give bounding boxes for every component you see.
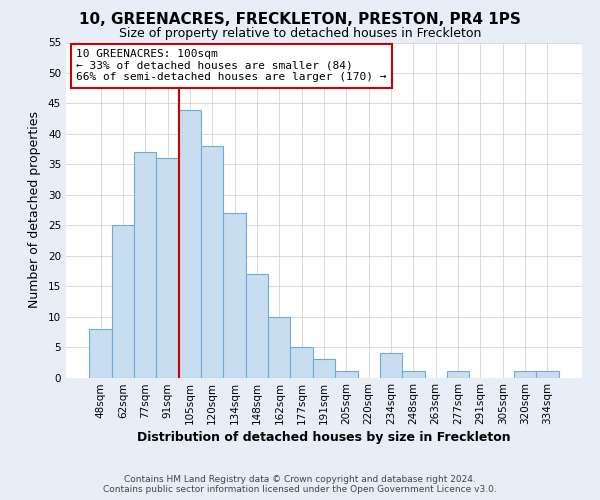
X-axis label: Distribution of detached houses by size in Freckleton: Distribution of detached houses by size …	[137, 432, 511, 444]
Bar	[335, 372, 358, 378]
Bar	[268, 316, 290, 378]
Bar	[447, 372, 469, 378]
Y-axis label: Number of detached properties: Number of detached properties	[28, 112, 41, 308]
Bar	[157, 158, 179, 378]
Bar	[179, 110, 201, 378]
Bar	[380, 353, 402, 378]
Text: 10, GREENACRES, FRECKLETON, PRESTON, PR4 1PS: 10, GREENACRES, FRECKLETON, PRESTON, PR4…	[79, 12, 521, 28]
Bar	[514, 372, 536, 378]
Bar	[89, 329, 112, 378]
Text: Contains HM Land Registry data © Crown copyright and database right 2024.
Contai: Contains HM Land Registry data © Crown c…	[103, 474, 497, 494]
Bar	[402, 372, 425, 378]
Bar	[223, 213, 246, 378]
Text: Size of property relative to detached houses in Freckleton: Size of property relative to detached ho…	[119, 28, 481, 40]
Bar	[290, 347, 313, 378]
Bar	[134, 152, 157, 378]
Text: 10 GREENACRES: 100sqm
← 33% of detached houses are smaller (84)
66% of semi-deta: 10 GREENACRES: 100sqm ← 33% of detached …	[76, 49, 387, 82]
Bar	[112, 225, 134, 378]
Bar	[201, 146, 223, 378]
Bar	[313, 359, 335, 378]
Bar	[536, 372, 559, 378]
Bar	[246, 274, 268, 378]
